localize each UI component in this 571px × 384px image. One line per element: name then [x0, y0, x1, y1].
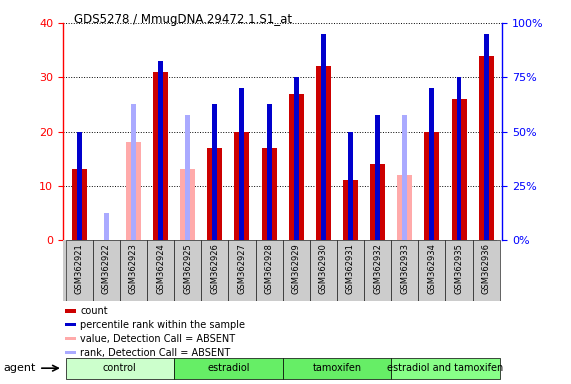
- Text: GSM362925: GSM362925: [183, 243, 192, 294]
- Bar: [255, 240, 283, 301]
- Bar: [147, 240, 174, 301]
- Text: estradiol: estradiol: [207, 363, 250, 373]
- Bar: [174, 240, 201, 301]
- Text: rank, Detection Call = ABSENT: rank, Detection Call = ABSENT: [81, 348, 231, 358]
- Bar: [478, 56, 494, 240]
- Bar: [228, 240, 255, 301]
- Bar: [484, 34, 489, 240]
- Bar: [93, 240, 120, 301]
- Bar: [158, 61, 163, 240]
- Bar: [104, 213, 108, 240]
- Text: count: count: [81, 306, 108, 316]
- Text: GSM362924: GSM362924: [156, 243, 165, 294]
- Text: GSM362928: GSM362928: [264, 243, 274, 294]
- Bar: [316, 66, 331, 240]
- Bar: [310, 240, 337, 301]
- Bar: [391, 358, 500, 379]
- Bar: [71, 169, 87, 240]
- Text: GSM362930: GSM362930: [319, 243, 328, 294]
- Bar: [174, 358, 283, 379]
- Bar: [473, 240, 500, 301]
- Bar: [397, 175, 412, 240]
- Text: estradiol and tamoxifen: estradiol and tamoxifen: [387, 363, 504, 373]
- Bar: [457, 77, 461, 240]
- Bar: [283, 240, 310, 301]
- Bar: [403, 115, 407, 240]
- Bar: [419, 240, 445, 301]
- Bar: [364, 240, 391, 301]
- Bar: [235, 131, 250, 240]
- Text: GSM362936: GSM362936: [482, 243, 490, 294]
- Text: GSM362927: GSM362927: [238, 243, 247, 294]
- Bar: [424, 131, 439, 240]
- Bar: [429, 88, 435, 240]
- Bar: [262, 148, 276, 240]
- Bar: [66, 240, 93, 301]
- Bar: [321, 34, 326, 240]
- Text: GSM362926: GSM362926: [210, 243, 219, 294]
- Bar: [65, 337, 76, 340]
- Bar: [452, 99, 467, 240]
- Bar: [375, 115, 380, 240]
- Text: control: control: [103, 363, 136, 373]
- Bar: [65, 323, 76, 326]
- Bar: [180, 169, 195, 240]
- Text: GDS5278 / MmugDNA.29472.1.S1_at: GDS5278 / MmugDNA.29472.1.S1_at: [74, 13, 292, 26]
- Bar: [77, 131, 82, 240]
- Bar: [207, 148, 222, 240]
- Bar: [185, 115, 190, 240]
- Text: GSM362935: GSM362935: [455, 243, 464, 294]
- Text: GSM362929: GSM362929: [292, 243, 301, 294]
- Bar: [348, 131, 353, 240]
- Text: GSM362933: GSM362933: [400, 243, 409, 294]
- Bar: [65, 309, 76, 313]
- Bar: [267, 104, 272, 240]
- Bar: [289, 94, 304, 240]
- Bar: [120, 240, 147, 301]
- Text: GSM362934: GSM362934: [428, 243, 436, 294]
- Text: GSM362932: GSM362932: [373, 243, 382, 294]
- Text: percentile rank within the sample: percentile rank within the sample: [81, 320, 246, 330]
- Bar: [66, 358, 174, 379]
- Text: tamoxifen: tamoxifen: [312, 363, 361, 373]
- Text: GSM362923: GSM362923: [129, 243, 138, 294]
- Bar: [293, 77, 299, 240]
- Bar: [283, 358, 391, 379]
- Bar: [65, 351, 76, 354]
- Bar: [212, 104, 217, 240]
- Bar: [391, 240, 419, 301]
- Bar: [343, 180, 358, 240]
- Text: value, Detection Call = ABSENT: value, Detection Call = ABSENT: [81, 334, 235, 344]
- Bar: [370, 164, 385, 240]
- Text: GSM362931: GSM362931: [346, 243, 355, 294]
- Text: GSM362921: GSM362921: [75, 243, 83, 294]
- Bar: [131, 104, 136, 240]
- Bar: [239, 88, 244, 240]
- Bar: [337, 240, 364, 301]
- Bar: [126, 142, 141, 240]
- Bar: [445, 240, 473, 301]
- Bar: [153, 72, 168, 240]
- Text: GSM362922: GSM362922: [102, 243, 111, 294]
- Text: agent: agent: [3, 363, 35, 373]
- Bar: [201, 240, 228, 301]
